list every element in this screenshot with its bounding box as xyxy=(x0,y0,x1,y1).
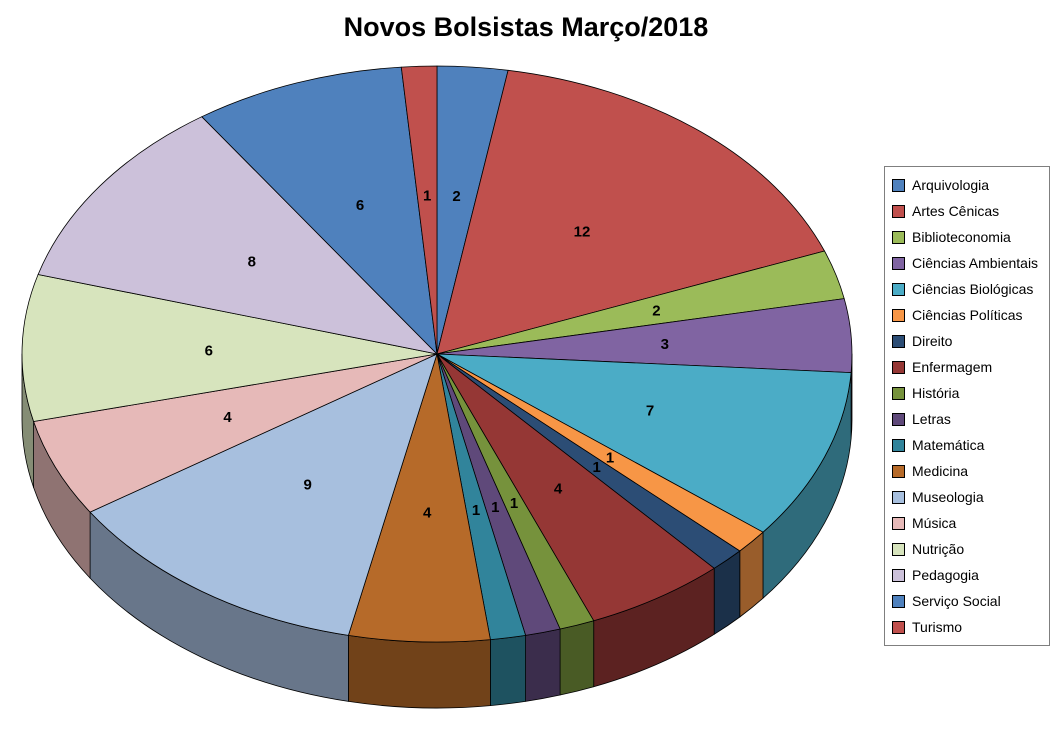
data-label: 8 xyxy=(248,253,256,270)
legend-swatch xyxy=(892,334,905,348)
pie-slice xyxy=(348,353,491,643)
legend-swatch xyxy=(892,542,905,556)
data-label: 1 xyxy=(510,495,518,512)
legend-item: Biblioteconomia xyxy=(892,224,1045,250)
legend-swatch xyxy=(892,464,905,478)
data-label: 4 xyxy=(423,504,432,521)
legend-item: Direito xyxy=(892,328,1045,354)
legend-label: Serviço Social xyxy=(912,593,1001,609)
legend-item: Letras xyxy=(892,406,1045,432)
legend-label: Ciências Ambientais xyxy=(912,255,1039,271)
legend-label: Pedagogia xyxy=(912,567,979,583)
legend-item: Ciências Ambientais xyxy=(892,250,1045,276)
data-label: 12 xyxy=(574,224,591,241)
legend-item: Ciências Políticas xyxy=(892,302,1045,328)
data-label: 6 xyxy=(356,197,364,214)
pie-slice xyxy=(89,353,438,636)
legend-swatch xyxy=(892,256,905,270)
legend-item: Música xyxy=(892,510,1045,536)
pie-slice xyxy=(400,65,438,355)
pie-slice-side xyxy=(559,620,595,696)
legend-item: Artes Cênicas xyxy=(892,198,1045,224)
legend-label: Museologia xyxy=(912,489,984,505)
legend-label: Matemática xyxy=(912,437,985,453)
legend-swatch xyxy=(892,386,905,400)
pie-slice-side xyxy=(525,628,561,702)
legend-swatch xyxy=(892,360,905,374)
legend-swatch xyxy=(892,490,905,504)
legend-swatch xyxy=(892,516,905,530)
pie-slice-side xyxy=(348,635,491,709)
legend-label: Arquivologia xyxy=(912,177,990,193)
legend-label: Direito xyxy=(912,333,953,349)
legend-item: História xyxy=(892,380,1045,406)
data-label: 2 xyxy=(652,302,660,319)
pie-slice xyxy=(21,274,438,422)
pie-slice xyxy=(33,353,438,513)
legend-swatch xyxy=(892,620,905,634)
legend: Arquivologia Artes Cênicas Biblioteconomia… xyxy=(884,166,1050,646)
legend-label: Biblioteconomia xyxy=(912,229,1011,245)
legend-swatch xyxy=(892,308,905,322)
legend-swatch xyxy=(892,204,905,218)
legend-item: Ciências Biológicas xyxy=(892,276,1045,302)
legend-label: História xyxy=(912,385,960,401)
legend-item: Arquivologia xyxy=(892,172,1045,198)
legend-swatch xyxy=(892,438,905,452)
data-label: 9 xyxy=(304,477,312,494)
legend-item: Serviço Social xyxy=(892,588,1045,614)
legend-swatch xyxy=(892,282,905,296)
legend-label: Medicina xyxy=(912,463,969,479)
legend-label: Ciências Biológicas xyxy=(912,281,1034,297)
chart-title: Novos Bolsistas Março/2018 xyxy=(343,12,709,42)
legend-swatch xyxy=(892,594,905,608)
legend-label: Enfermagem xyxy=(912,359,993,375)
data-label: 1 xyxy=(423,188,431,205)
data-label: 3 xyxy=(661,336,669,353)
legend-swatch xyxy=(892,178,905,192)
legend-item: Museologia xyxy=(892,484,1045,510)
pie-slice xyxy=(37,116,438,355)
data-label: 1 xyxy=(593,459,601,476)
legend-label: Música xyxy=(912,515,957,531)
legend-label: Ciências Políticas xyxy=(912,307,1023,323)
data-label: 4 xyxy=(554,480,563,497)
legend-item: Pedagogia xyxy=(892,562,1045,588)
pie-slice xyxy=(436,69,825,355)
legend-item: Medicina xyxy=(892,458,1045,484)
data-label: 6 xyxy=(205,343,213,360)
legend-item: Nutrição xyxy=(892,536,1045,562)
data-label: 1 xyxy=(491,499,499,516)
pie-slice xyxy=(436,353,852,533)
legend-label: Turismo xyxy=(912,619,963,635)
pie-slice xyxy=(201,66,438,355)
pie-slice-side xyxy=(490,635,526,706)
legend-item: Enfermagem xyxy=(892,354,1045,380)
legend-swatch xyxy=(892,412,905,426)
legend-label: Letras xyxy=(912,411,951,427)
pie-slice xyxy=(436,353,715,622)
data-label: 7 xyxy=(646,403,654,420)
legend-item: Turismo xyxy=(892,614,1045,640)
legend-swatch xyxy=(892,230,905,244)
legend-label: Artes Cênicas xyxy=(912,203,1000,219)
data-label: 1 xyxy=(606,449,614,466)
data-label: 2 xyxy=(452,188,460,205)
legend-swatch xyxy=(892,568,905,582)
legend-label: Nutrição xyxy=(912,541,965,557)
data-label: 4 xyxy=(223,409,232,426)
legend-item: Matemática xyxy=(892,432,1045,458)
data-label: 1 xyxy=(472,502,480,519)
